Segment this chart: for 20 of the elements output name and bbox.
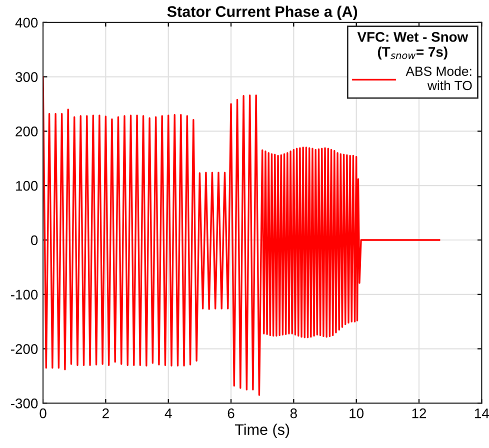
- y-tick-label: -300: [10, 398, 38, 408]
- x-tick-label: 14: [475, 408, 489, 418]
- legend-title: VFC: Wet - Snow (T$_{snow}$= 7s): [357, 32, 468, 60]
- x-tick-label: 8: [290, 408, 297, 418]
- x-tick-label: 4: [164, 408, 172, 418]
- legend-label: ABS Mode: with TO: [406, 66, 472, 90]
- x-tick-label: 0: [40, 408, 46, 418]
- x-axis-title: Time (s): [234, 424, 290, 438]
- y-tick-label: -200: [10, 344, 38, 354]
- x-tick-label: 2: [102, 408, 109, 418]
- y-tick-label: -100: [10, 290, 38, 300]
- chart-title: Stator Current Phase a (A): [167, 6, 358, 20]
- y-tick-label: 400: [15, 18, 38, 28]
- x-tick-label: 12: [412, 408, 426, 418]
- y-tick-label: 100: [16, 180, 38, 191]
- y-tick-label: 300: [16, 72, 38, 82]
- x-tick-label: 6: [228, 408, 234, 418]
- y-tick-label: 200: [16, 126, 38, 136]
- x-tick-label: 10: [350, 408, 364, 418]
- y-tick-label: 0: [30, 235, 38, 246]
